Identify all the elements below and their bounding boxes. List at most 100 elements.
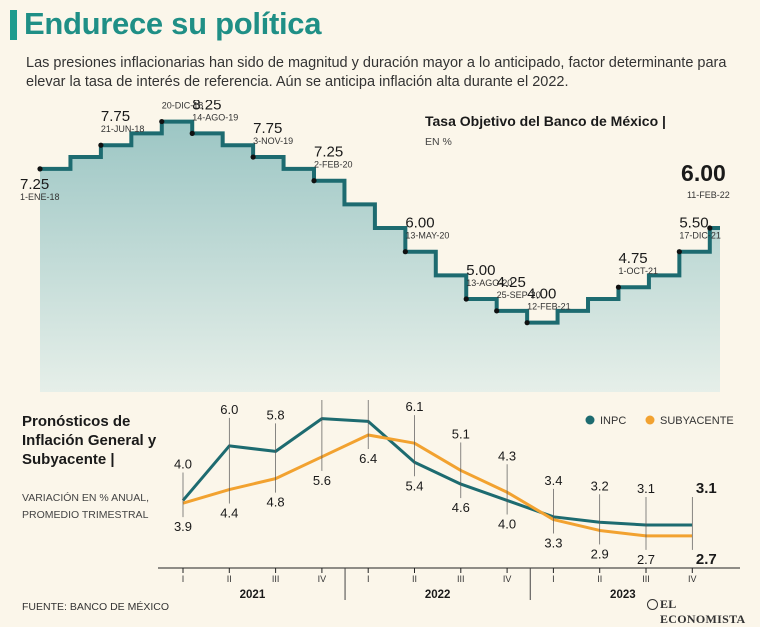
rate-point (311, 178, 317, 184)
subyacente-value-label: 5.6 (313, 473, 331, 488)
inpc-value-label: 5.4 (405, 478, 423, 493)
rate-point (615, 284, 622, 290)
subyacente-value-label: 6.1 (405, 400, 423, 414)
year-label: 2021 (240, 589, 266, 600)
rate-point (524, 320, 530, 326)
inpc-value-label: 4.6 (452, 500, 470, 515)
rate-point (463, 296, 469, 302)
rate-point (159, 118, 165, 125)
rate-value-label: 7.75 (253, 120, 282, 137)
quarter-tick-label: III (272, 574, 280, 584)
rate-date-label: 13-MAY-20 (405, 231, 449, 241)
rate-point (494, 308, 500, 314)
inpc-value-label: 3.4 (544, 473, 562, 488)
rate-date-label: 11-FEB-22 (687, 190, 730, 200)
rate-date-label: 1-ENE-18 (20, 192, 60, 202)
rate-value-label: 7.25 (314, 144, 343, 161)
rate-point (250, 154, 256, 160)
rate-value-label: 5.00 (466, 262, 495, 279)
rate-value-label: 8.25 (192, 100, 221, 113)
subyacente-value-label: 6.4 (359, 451, 377, 466)
quarter-tick-label: I (552, 574, 555, 584)
subyacente-value-label: 3.3 (544, 536, 562, 551)
legend-label: INPC (600, 415, 626, 427)
rate-date-label: 1-OCT-21 (618, 266, 658, 276)
rate-date-label: 13-AGO-20 (466, 278, 512, 288)
inpc-legend-dot (585, 415, 595, 425)
quarter-tick-label: IV (503, 574, 512, 584)
quarter-tick-label: IV (318, 574, 327, 584)
subyacente-series-line (182, 433, 693, 538)
rate-value-label: 6.00 (405, 215, 434, 232)
legend-label: SUBYACENTE (660, 415, 734, 427)
rate-chart-title: Tasa Objetivo del Banco de México | (425, 113, 666, 129)
year-label: 2022 (425, 589, 451, 600)
quarter-tick-label: III (457, 574, 465, 584)
subyacente-value-label: 2.7 (637, 552, 655, 567)
quarter-tick-label: I (367, 574, 370, 584)
subyacente-legend-dot (645, 415, 655, 425)
brand-logo-icon (647, 599, 658, 610)
title-accent-bar (10, 10, 17, 40)
subyacente-value-label: 4.3 (498, 448, 516, 463)
rate-point (402, 249, 408, 255)
source-note: FUENTE: BANCO DE MÉXICO (22, 601, 170, 613)
rate-date-label: 2-FEB-20 (314, 160, 353, 170)
rate-point (98, 142, 104, 148)
year-label: 2023 (610, 589, 636, 600)
subyacente-value-label: 2.7 (696, 551, 717, 568)
rate-date-label: 12-FEB-21 (527, 302, 571, 312)
rate-line-layer (40, 119, 720, 325)
inpc-value-label: 3.1 (696, 480, 717, 497)
inpc-value-label: 6.0 (220, 402, 238, 417)
inflation-chart-subtitle: VARIACIÓN EN % ANUAL, PROMEDIO TRIMESTRA… (22, 492, 150, 521)
rate-date-label: 21-JUN-18 (101, 124, 145, 134)
rate-chart-unit: EN % (425, 136, 452, 148)
subyacente-value-label: 2.9 (591, 546, 609, 561)
subyacente-value-label: 4.8 (267, 495, 285, 510)
brand-name: EL ECONOMISTA (660, 597, 746, 626)
rate-date-label: 25-SEP-20 (497, 290, 541, 300)
rate-value-label: 8.25 (162, 100, 191, 102)
rate-step-chart: 7.251-ENE-187.7521-JUN-188.2520-DIC-188.… (20, 100, 730, 392)
rate-point (37, 166, 43, 172)
inflation-legend: INPC SUBYACENTE (585, 415, 734, 427)
rate-value-label: 6.00 (681, 160, 726, 186)
rate-value-label: 4.75 (618, 250, 647, 267)
intro-text: Las presiones inflacionarias han sido de… (26, 55, 727, 90)
inpc-value-label: 4.0 (174, 456, 192, 471)
rate-value-label: 4.25 (497, 274, 526, 291)
rate-point (676, 249, 682, 255)
rate-value-label: 5.50 (679, 215, 708, 232)
inflation-chart-title: Pronósticos de Inflación General y Subya… (22, 413, 157, 468)
inpc-value-label: 3.2 (591, 478, 609, 493)
rate-labels-layer: 7.251-ENE-187.7521-JUN-188.2520-DIC-188.… (20, 100, 730, 326)
quarter-tick-label: II (227, 574, 232, 584)
rate-date-label: 14-AGO-19 (192, 112, 238, 122)
rate-date-label: 3-NOV-19 (253, 136, 293, 146)
quarter-tick-label: II (597, 574, 602, 584)
inflation-labels-layer: 4.03.96.04.45.84.87.05.66.96.45.46.14.65… (174, 400, 717, 568)
page-title: Endurece su política (24, 6, 322, 41)
rate-value-label: 7.75 (101, 108, 130, 125)
quarter-tick-label: II (412, 574, 417, 584)
rate-point (707, 225, 713, 231)
inpc-series-line (181, 417, 693, 527)
inpc-value-label: 4.0 (498, 516, 516, 531)
quarter-tick-label: I (182, 574, 185, 584)
rate-step-line (40, 119, 720, 325)
inpc-value-label: 3.1 (637, 481, 655, 496)
quarter-tick-label: IV (688, 574, 697, 584)
rate-value-label: 4.00 (527, 286, 556, 303)
inpc-value-label: 5.8 (267, 407, 285, 422)
rate-point (189, 130, 195, 136)
rate-value-label: 7.25 (20, 176, 49, 193)
subyacente-value-label: 3.9 (174, 519, 192, 534)
rate-date-label: 20-DIC-18 (162, 101, 204, 111)
rate-date-label: 17-DIC-21 (679, 231, 721, 241)
inflation-lines-layer (181, 417, 693, 538)
subyacente-value-label: 4.4 (220, 506, 238, 521)
